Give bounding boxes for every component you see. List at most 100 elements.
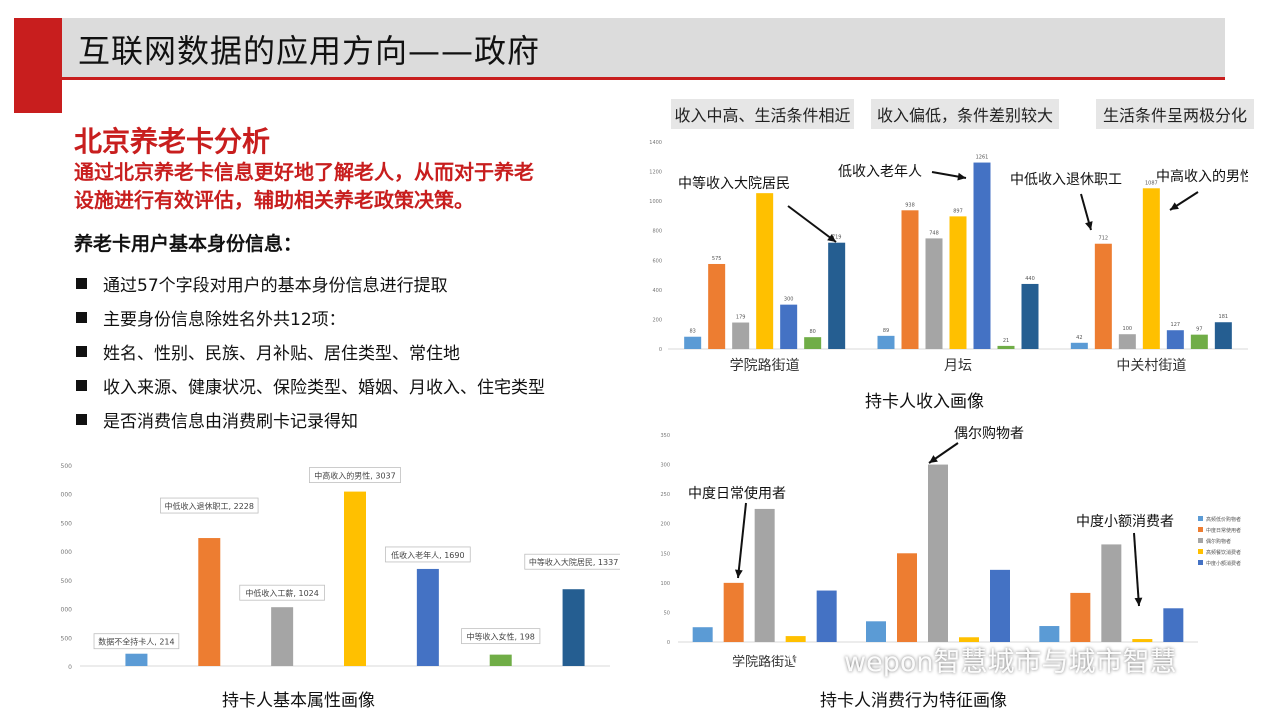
income-chart-caption: 持卡人收入画像 [865,392,984,412]
description-line-2: 设施进行有效评估，辅助相关养老政策决策。 [74,188,474,212]
consume-legend-label: 高频餐饮消费者 [1206,549,1241,556]
income-bar [708,263,726,349]
consume-legend-label: 中度小额消费者 [1206,560,1241,567]
attr-data-label: 中低收入工薪, 1024 [245,588,318,598]
attr-ytick-label: 500 [61,635,73,642]
consume-legend-swatch [1198,549,1203,554]
income-bar [684,336,702,349]
attr-data-label: 低收入老年人, 1690 [391,550,464,560]
attr-data-label-box [461,628,541,645]
attr-bar [271,607,294,666]
attr-ytick-label: 3000 [60,492,72,499]
title-bar [62,18,1225,80]
income-annotation-arrow [787,205,837,243]
income-annotation-arrow-head [1085,221,1093,230]
attr-ytick-label: 1500 [60,578,72,585]
consume-ytick-label: 300 [660,463,670,469]
consume-ytick-label: 350 [660,433,670,439]
consume-legend-label: 中度日常使用者 [1206,527,1241,534]
consume-bar [866,621,886,642]
income-ytick-label: 200 [652,317,662,323]
consume-bar [1163,608,1184,642]
income-ytick-label: 1000 [649,199,662,205]
attr-data-label-box [524,553,620,570]
attr-data-label-box [160,497,259,514]
tag-polarized: 生活条件呈两极分化 [1096,99,1254,129]
attr-ytick-label: 3500 [60,463,72,470]
consume-bar [897,553,917,642]
income-bar [780,304,798,349]
income-value-label: 100 [1123,326,1133,332]
description-line-1: 通过北京养老卡信息更好地了解老人，从而对于养老 [74,160,534,184]
income-ytick-label: 600 [652,258,662,264]
income-bar [877,335,895,349]
consume-bar [1039,626,1060,642]
income-bar [949,216,967,349]
consume-legend-swatch [1198,538,1203,543]
consumption-chart-caption: 持卡人消费行为特征画像 [820,691,1007,711]
consume-ytick-label: 200 [660,522,670,528]
income-annotation: 中低收入退休职工 [1010,172,1122,188]
attr-bar [562,589,585,666]
attr-bar [125,653,148,666]
consume-ytick-label: 50 [664,610,670,616]
income-annotation: 中等收入大院居民 [678,175,790,192]
income-ytick-label: 0 [659,347,662,353]
income-value-label: 80 [809,329,815,335]
consume-annotation: 中度日常使用者 [688,485,786,502]
consume-bar [1132,639,1153,642]
consume-bar [990,569,1010,642]
income-annotation: 中高收入的男性 [1156,168,1248,185]
consume-legend-label: 偶尔购物者 [1206,538,1231,545]
attr-data-label: 中低收入退休职工, 2228 [165,501,254,511]
income-ytick-label: 800 [652,229,662,235]
income-bar [925,238,943,349]
attr-data-label-box [308,467,401,483]
income-bar [732,322,750,349]
consume-bar [816,590,837,642]
income-category-label: 中关村街道 [1116,358,1186,374]
income-bar [756,193,774,349]
income-category-label: 月坛 [944,358,972,374]
income-value-label: 712 [1099,236,1109,242]
bullet-list: 通过57个字段对用户的基本身份信息进行提取 主要身份信息除姓名外共12项： 姓名… [76,266,545,436]
bullet-item: 姓名、性别、民族、月补贴、居住类型、常住地 [76,334,545,368]
income-annotation-arrow-head [957,172,966,181]
bullet-square-icon [76,345,87,357]
income-category-label: 学院路街道 [730,358,800,374]
income-bar [1166,330,1184,349]
attr-data-label-box [93,633,180,650]
consume-ytick-label: 150 [660,551,670,557]
attr-bar [344,491,366,666]
attr-data-label-box [239,584,325,601]
income-bar [901,210,919,349]
consume-ytick-label: 250 [660,492,670,498]
consume-annotation-arrow-head [929,455,938,463]
consume-annotation: 偶尔购物者 [954,426,1024,442]
section-title: 北京养老卡分析 [74,125,271,158]
income-annotation: 低收入老年人 [838,164,922,180]
bullet-square-icon [76,311,87,323]
income-value-label: 938 [905,202,915,208]
section-subtitle: 养老卡用户基本身份信息： [74,233,303,255]
income-bar-chart: 0 200 400 600 800 1000 1200 1400 83 575 179 300 80 71… [649,140,1248,374]
consume-category-label: 学院路街道 [732,654,797,670]
income-bar [1190,334,1208,349]
income-annotation-arrow-head [1170,202,1179,210]
income-bar [1142,188,1160,349]
income-value-label: 1087 [1145,180,1158,186]
title-accent [14,18,62,113]
attr-bar [198,538,221,666]
consume-bar [1070,592,1091,642]
income-value-label: 179 [736,315,746,321]
attr-ytick-label: 0 [68,664,72,671]
watermark-text: wepon智慧城市与城市智慧 [844,647,1177,678]
income-ytick-label: 1400 [649,140,662,146]
income-value-label: 897 [953,208,963,214]
attr-ytick-label: 2000 [60,549,72,556]
income-value-label: 181 [1219,314,1229,320]
consume-bar [785,636,806,642]
consume-annotation-arrow [737,502,747,579]
consume-annotation-arrow-head [1134,597,1143,606]
income-value-label: 440 [1025,276,1035,282]
